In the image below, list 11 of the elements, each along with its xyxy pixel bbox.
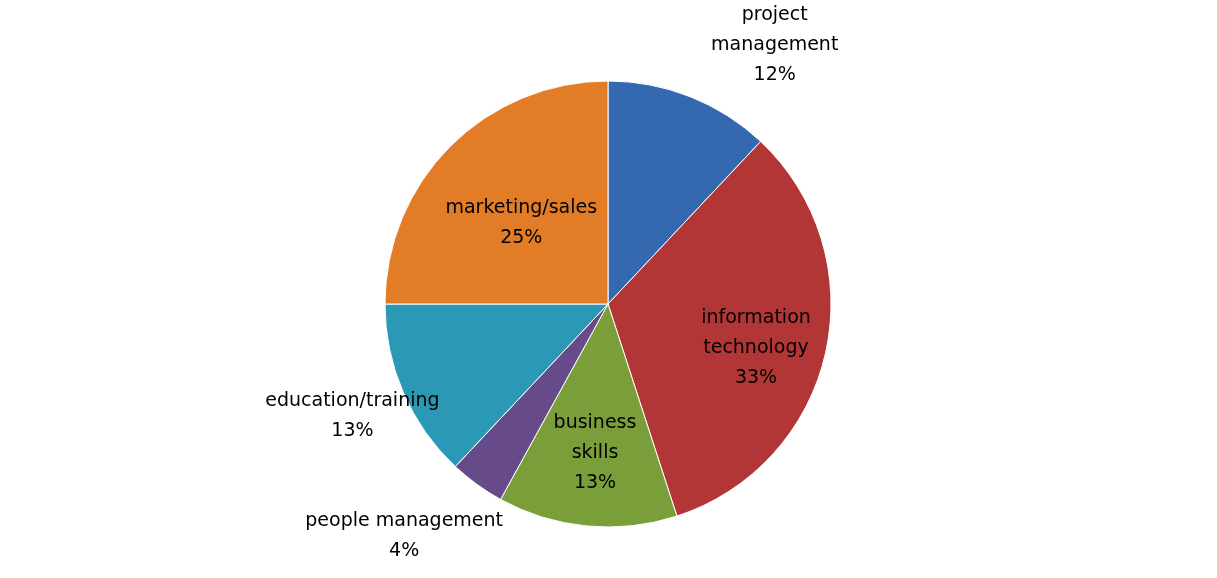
- slice-label: business skills: [553, 409, 637, 462]
- slice-label: marketing/sales: [445, 195, 598, 218]
- data-label: 12%: [753, 62, 796, 85]
- slice-label: people management: [305, 507, 504, 530]
- data-label: 4%: [389, 537, 420, 560]
- data-label: 25%: [500, 225, 543, 248]
- data-label: 13%: [331, 418, 374, 441]
- data-label: 33%: [734, 365, 778, 388]
- slice-label: project management: [711, 2, 839, 55]
- slice-label: information technology: [701, 305, 811, 358]
- data-label: 13%: [573, 469, 617, 492]
